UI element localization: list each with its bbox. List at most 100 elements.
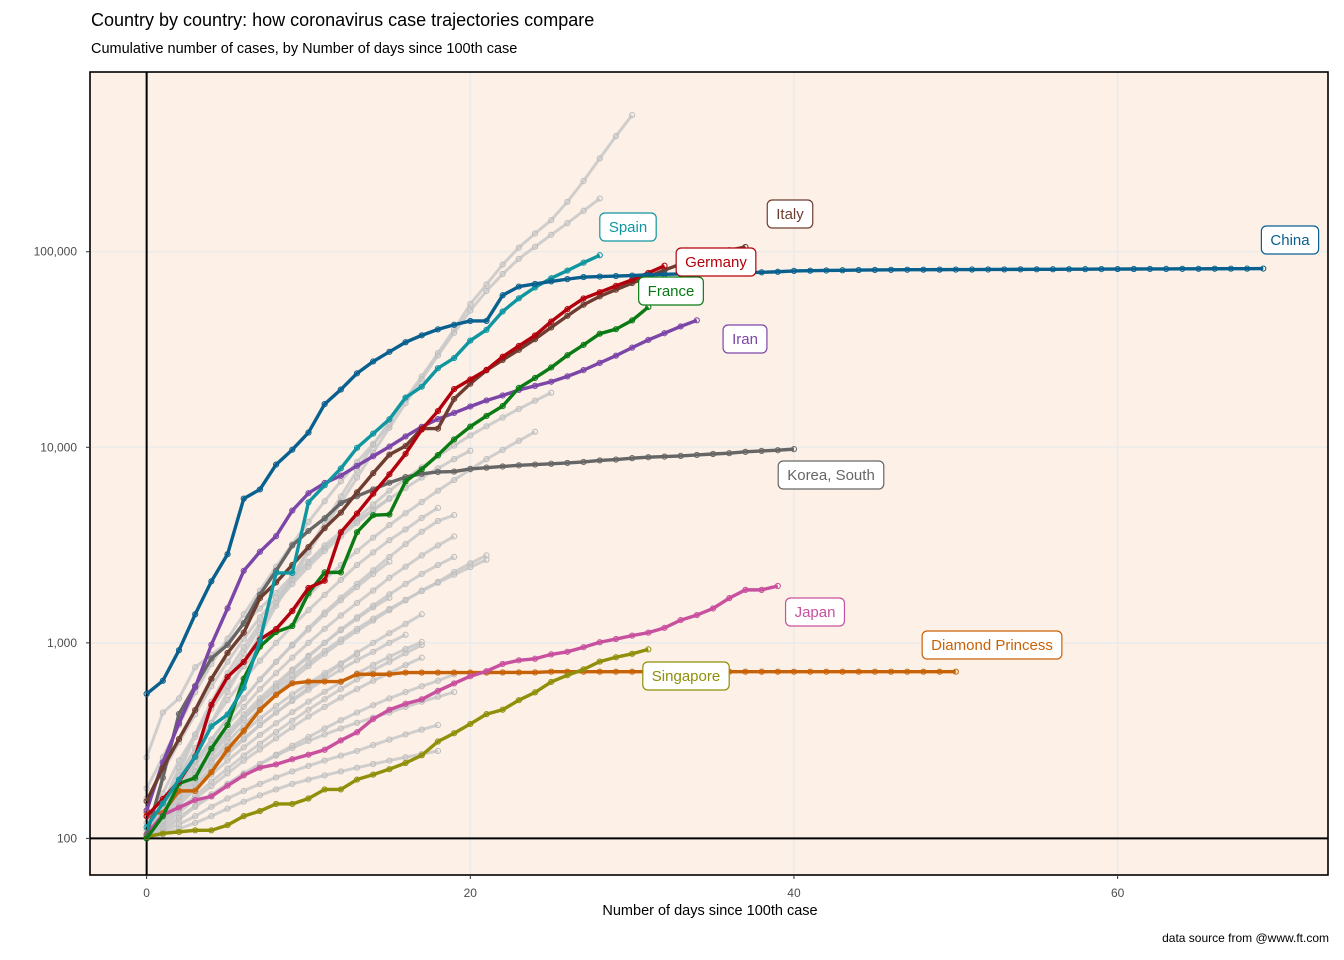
series-point-japan [321,746,328,753]
series-point-diamond-princess [952,668,959,675]
background-series-point [451,456,458,463]
series-point-spain [305,499,312,506]
background-series-point [305,733,312,741]
series-point-korea-south [677,452,684,459]
series-point-france [564,352,571,359]
background-series-point [467,300,474,308]
plot-panel-background [90,72,1328,875]
series-point-diamond-princess [418,669,425,676]
background-series-point [370,661,377,668]
series-point-china [273,461,280,468]
background-series-point [321,731,328,738]
background-series-point [434,561,442,569]
background-series-point [418,654,425,661]
background-series-point [386,421,393,429]
series-point-diamond-princess [548,668,555,675]
background-series-point [240,635,247,642]
background-series-point [273,728,280,736]
background-series-point [418,638,425,646]
series-point-spain [175,776,183,783]
background-series-point [353,561,361,569]
series-point-korea-south [451,468,458,475]
x-axis-ticks: 0 20 40 60 [143,875,1125,900]
series-point-china [256,486,264,493]
background-series-point [386,736,393,743]
series-point-china [192,611,199,618]
series-point-japan [418,696,425,703]
series-point-diamond-princess [256,706,264,714]
series-point-france [596,330,603,337]
series-point-diamond-princess [515,669,522,676]
background-series-point [353,764,361,771]
series-point-japan [289,756,296,763]
background-series-point [256,657,264,664]
background-series-point [289,780,296,788]
background-series-point [273,751,280,758]
series-point-spain [451,354,458,362]
background-series-point [337,752,344,759]
series-point-italy [256,594,264,602]
background-series-point [370,760,377,768]
series-point-italy [451,395,458,403]
label-france: France [638,276,704,306]
x-tick-label: 60 [1111,886,1125,900]
series-point-italy [224,649,231,657]
y-tick-label: 100,000 [34,245,78,259]
series-point-singapore [629,650,636,657]
series-point-germany [661,262,668,269]
series-point-france [580,341,587,348]
background-series-line [145,560,391,840]
background-series-point [305,659,312,666]
series-point-singapore [580,666,587,673]
y-tick-label: 100 [57,831,77,845]
label-italy: Italy [766,199,814,229]
series-point-germany [289,607,296,614]
background-series-point [256,740,264,747]
background-series-point [451,533,458,540]
series-point-singapore [531,689,539,696]
background-series-point [434,747,442,755]
label-text-italy: Italy [776,206,804,223]
y-tick-label: 10,000 [40,440,77,454]
series-point-china [1179,265,1186,272]
series-singapore [143,646,652,840]
series-point-japan [256,764,264,771]
background-series-point [386,537,393,544]
series-point-iran [677,323,684,330]
series-point-germany [418,426,425,433]
series-point-diamond-princess [451,669,458,676]
background-series-point [224,658,231,665]
background-series-point [418,514,425,522]
series-point-china [985,266,992,273]
series-point-singapore [515,697,522,704]
background-series-point [224,795,231,802]
series-point-korea-south [386,479,393,486]
background-series-point [353,599,361,607]
background-series-point [386,695,393,702]
background-series-point [224,731,231,738]
background-series-point [289,580,296,588]
series-point-france [451,436,458,443]
background-series-point [596,155,603,162]
series-point-germany [548,318,555,325]
background-series-point [531,397,539,404]
series-point-iran [531,382,539,389]
series-point-france [208,745,215,752]
series-point-iran [467,403,474,410]
background-series-point [370,677,377,684]
series-point-france [143,835,150,842]
series-point-france [289,622,296,630]
background-series-point [273,774,280,781]
series-point-france [337,569,344,576]
series-point-iran [240,567,247,574]
background-series-point [467,432,474,439]
series-point-korea-south [159,774,166,781]
series-point-korea-south [289,542,296,549]
series-point-japan [693,611,700,619]
series-point-japan [548,651,555,658]
background-series-point [483,423,490,430]
background-series-point [515,244,522,251]
series-point-france [386,511,393,518]
series-point-singapore [353,776,361,783]
